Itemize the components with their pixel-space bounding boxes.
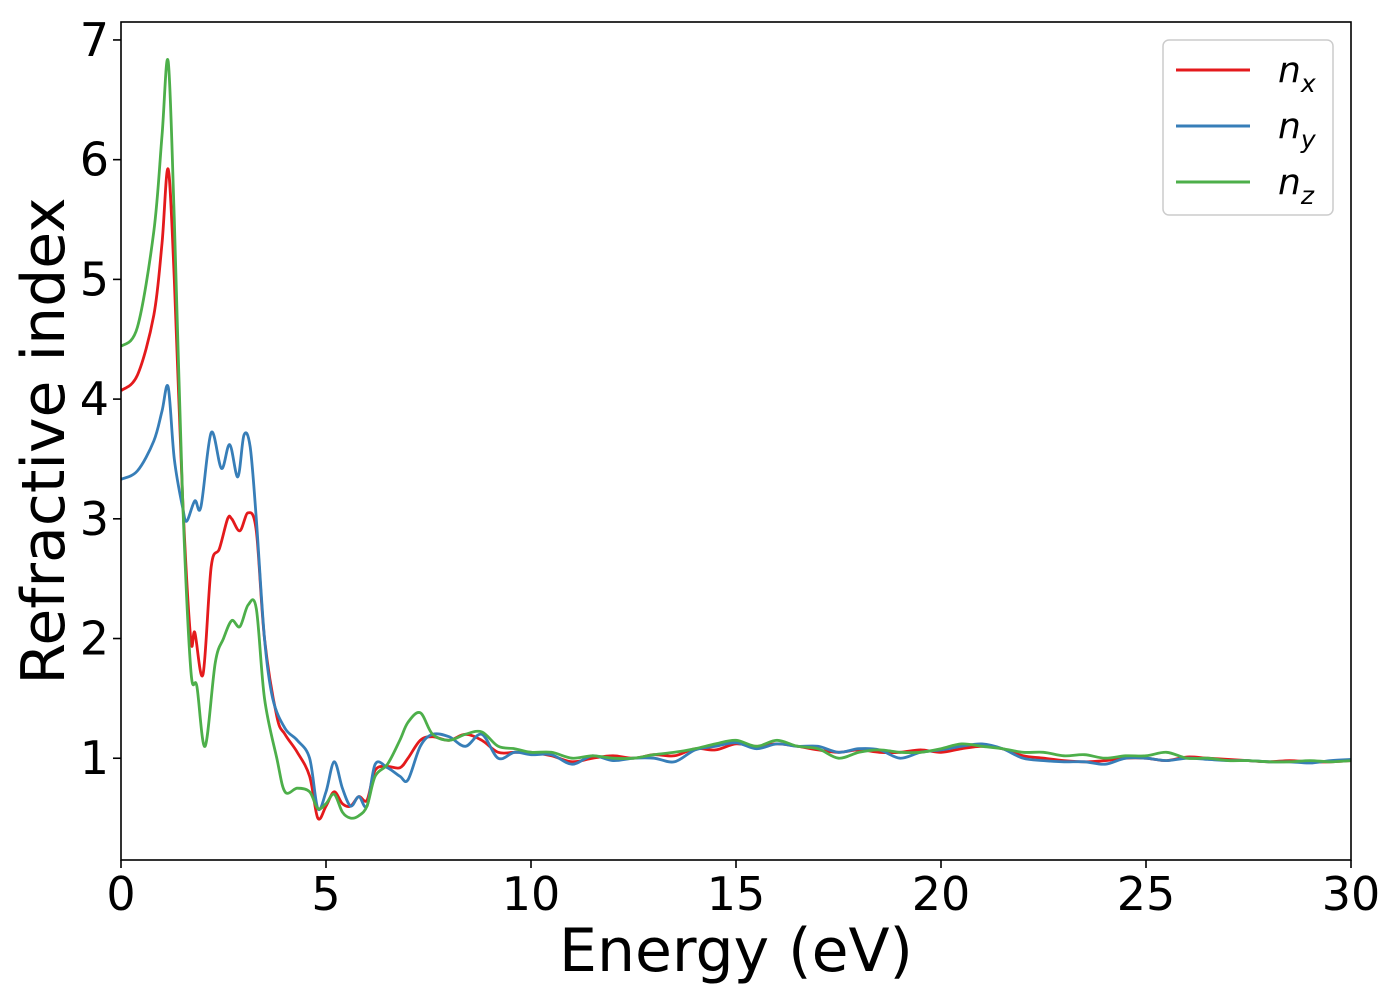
y-tick-label: 3 [80, 492, 109, 546]
y-tick-label: 2 [80, 612, 109, 666]
legend-subscript: z [1300, 181, 1315, 210]
legend-label-nx: nx [1278, 50, 1316, 98]
y-tick-label: 5 [80, 252, 109, 306]
y-axis: 1 2 3 4 5 6 7 [80, 13, 121, 785]
x-tick-label: 5 [311, 867, 340, 921]
x-axis: 0 5 10 15 20 25 30 [106, 860, 1380, 921]
y-tick-label: 6 [80, 133, 109, 187]
x-tick-label: 20 [912, 867, 971, 921]
series-line-nz [121, 58, 1351, 820]
legend-label-ny: ny [1278, 106, 1317, 154]
legend-subscript: x [1300, 69, 1316, 98]
series-layer [121, 58, 1351, 821]
x-tick-label: 30 [1322, 867, 1381, 921]
y-axis-label: Refractive index [9, 197, 79, 684]
series-line-ny [121, 384, 1351, 812]
legend-symbol: n [1278, 162, 1301, 203]
y-tick-label: 4 [80, 372, 109, 426]
y-tick-label: 1 [80, 731, 109, 785]
legend-symbol: n [1278, 50, 1301, 91]
x-tick-label: 15 [707, 867, 766, 921]
legend-label-nz: nz [1278, 162, 1315, 210]
legend-symbol: n [1278, 106, 1301, 147]
y-tick-label: 7 [80, 13, 109, 67]
x-tick-label: 0 [106, 867, 135, 921]
x-tick-label: 25 [1117, 867, 1176, 921]
x-tick-label: 10 [502, 867, 561, 921]
x-axis-label: Energy (eV) [559, 916, 913, 986]
legend-subscript: y [1300, 125, 1317, 154]
